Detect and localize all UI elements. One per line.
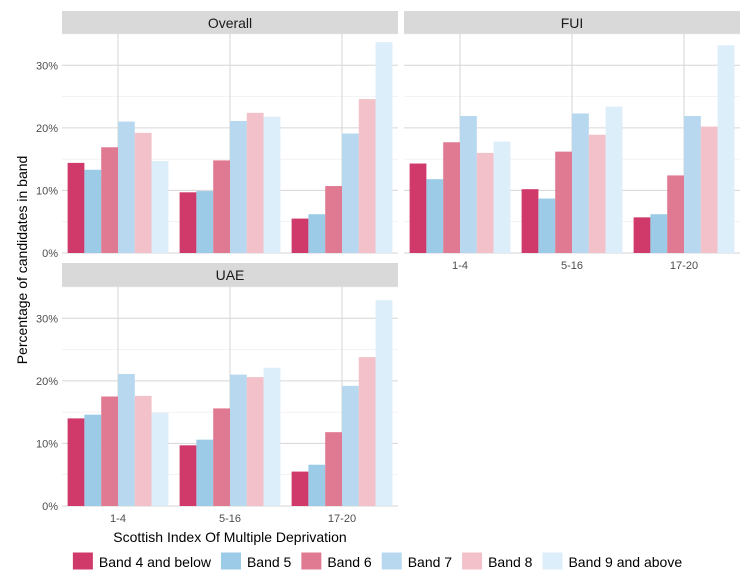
legend-item: Band 7 — [381, 552, 453, 570]
bar — [67, 162, 85, 253]
bar — [263, 116, 281, 253]
bar — [633, 217, 651, 253]
facet-title: FUI — [561, 15, 584, 31]
bar — [358, 99, 376, 254]
y-tick-label: 30% — [36, 60, 58, 72]
bar — [605, 106, 623, 253]
bar — [650, 214, 668, 253]
bar — [325, 186, 342, 253]
y-tick-label: 30% — [36, 313, 58, 325]
y-tick-label: 0% — [42, 501, 58, 513]
legend-key — [72, 552, 93, 570]
facet-panel-overall: Overall 0% 10% 20% 30% — [36, 11, 398, 260]
legend-key — [220, 552, 241, 570]
bar — [67, 418, 85, 506]
bar — [213, 408, 230, 506]
bar — [717, 45, 735, 254]
x-tick-label: 5-16 — [561, 260, 583, 272]
legend-item: Band 6 — [301, 552, 372, 570]
bar — [230, 374, 247, 506]
legend-item: Band 4 and below — [72, 552, 212, 570]
bar — [134, 395, 152, 506]
y-tick-label: 10% — [36, 185, 58, 197]
bar — [375, 300, 393, 506]
bar — [493, 141, 511, 253]
bar — [700, 126, 718, 253]
x-axis-title: Scottish Index Of Multiple Deprivation — [113, 529, 346, 545]
x-tick-label: 17-20 — [670, 260, 698, 272]
bar — [263, 367, 281, 506]
bar — [151, 161, 169, 253]
bar — [101, 396, 118, 506]
bar — [179, 445, 197, 506]
bar — [151, 412, 169, 506]
bar — [196, 439, 214, 506]
bar — [476, 152, 494, 253]
legend-label: Band 7 — [408, 554, 453, 570]
facet-strip — [404, 11, 740, 34]
bar — [342, 133, 359, 253]
bar — [230, 120, 247, 253]
bar — [555, 151, 572, 253]
y-axis-title: Percentage of candidates in band — [14, 156, 30, 365]
legend-label: Band 4 and below — [99, 554, 212, 570]
legend-item: Band 8 — [462, 552, 533, 570]
bar — [460, 115, 477, 254]
x-tick-label: 17-20 — [328, 513, 356, 525]
bar — [118, 121, 135, 253]
bar — [84, 169, 102, 253]
legend-key — [381, 552, 402, 570]
y-tick-label: 20% — [36, 123, 58, 135]
facet-strip — [62, 263, 398, 287]
bar — [409, 163, 427, 253]
bar — [426, 179, 444, 253]
y-tick-label: 0% — [42, 248, 58, 260]
bar — [375, 42, 393, 254]
legend-key — [301, 552, 322, 570]
bar — [179, 192, 197, 253]
legend-key — [542, 552, 563, 570]
x-tick-label: 1-4 — [110, 513, 126, 525]
bar — [325, 432, 342, 506]
x-tick-label: 5-16 — [219, 513, 241, 525]
bar — [291, 471, 309, 506]
bar — [588, 134, 606, 253]
bar — [538, 198, 556, 253]
bar — [101, 147, 118, 253]
bar — [443, 142, 460, 253]
legend-label: Band 8 — [488, 554, 533, 570]
bar — [667, 175, 684, 253]
bar — [246, 112, 264, 253]
bar — [118, 373, 135, 506]
legend-label: Band 5 — [247, 554, 292, 570]
bar — [684, 115, 701, 254]
legend-item: Band 5 — [220, 552, 292, 570]
bar — [84, 414, 102, 506]
facet-title: UAE — [216, 267, 245, 283]
y-tick-label: 20% — [36, 376, 58, 388]
bar — [196, 191, 214, 253]
bar — [291, 218, 309, 253]
bar — [572, 113, 589, 253]
x-tick-label: 1-4 — [452, 260, 468, 272]
legend-key — [462, 552, 483, 570]
legend-label: Band 6 — [327, 554, 372, 570]
y-tick-label: 10% — [36, 438, 58, 450]
bar — [134, 132, 152, 253]
legend: Band 4 and below Band 5 Band 6 Band 7 Band 8… — [72, 552, 682, 570]
bar — [342, 385, 359, 506]
legend-label: Band 9 and above — [568, 554, 682, 570]
bar — [308, 464, 326, 506]
facet-strip — [62, 11, 398, 34]
facet-panel-uae: UAE 0% 10% 20% 30% 1-4 5-16 17-20 — [36, 263, 398, 525]
bar — [308, 214, 326, 253]
facet-panel-fui: FUI 1-4 5-16 17-20 — [404, 11, 740, 272]
facet-title: Overall — [208, 15, 252, 31]
bar — [358, 357, 376, 506]
legend-item: Band 9 and above — [542, 552, 682, 570]
bar — [521, 189, 539, 253]
bar — [213, 160, 230, 253]
bar — [246, 377, 264, 506]
